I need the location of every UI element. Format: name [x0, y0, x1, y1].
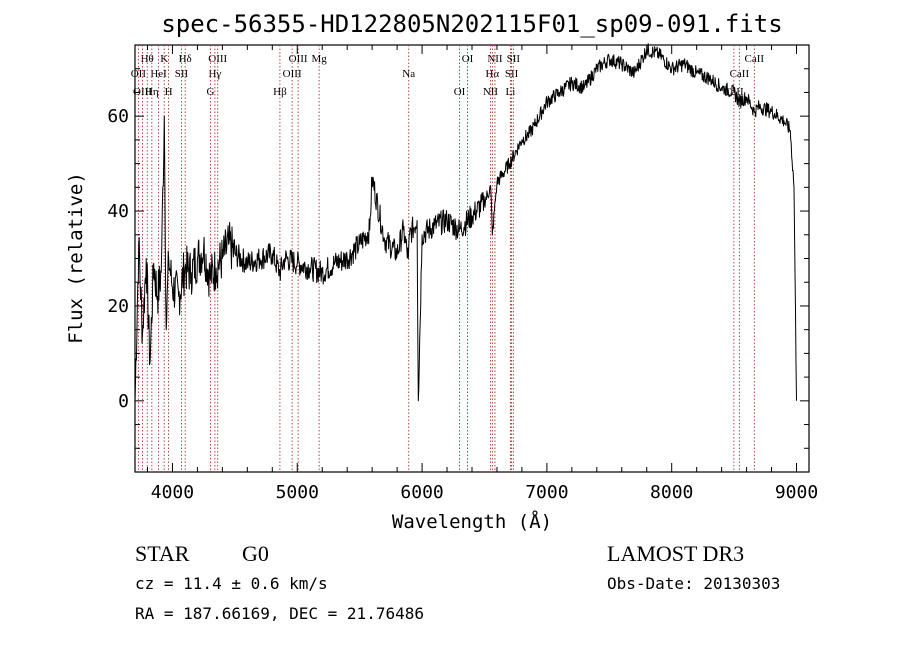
marker-label: NII [483, 86, 499, 98]
ra-dec-coords: RA = 187.66169, DEC = 21.76486 [135, 604, 424, 623]
x-tick-label: 5000 [276, 482, 319, 503]
marker-label: Hθ [141, 53, 154, 65]
object-subclass: G0 [242, 541, 269, 566]
marker-label: Hα [485, 68, 499, 80]
marker-label: G [207, 86, 215, 98]
plot-frame [134, 44, 810, 473]
obs-date: Obs-Date: 20130303 [607, 574, 780, 593]
object-class: STAR [135, 541, 190, 566]
marker-label: Hγ [208, 68, 221, 80]
spectrum-line [134, 43, 797, 402]
marker-label: Hη [145, 86, 159, 98]
marker-label: OIII [289, 53, 308, 65]
marker-label: HeI [150, 68, 167, 80]
chart-title: spec-56355-HD122805N202115F01_sp09-091.f… [161, 10, 782, 38]
marker-label: Hδ [179, 53, 192, 65]
axis-ticks: 4000 5000 6000 7000 8000 9000 0 20 40 60 [107, 45, 818, 503]
marker-label: OIII [133, 86, 152, 98]
marker-label: OII [131, 68, 147, 80]
marker-label: NII [487, 53, 503, 65]
survey-name: LAMOST DR3 [607, 541, 744, 566]
marker-label: Hβ [273, 86, 287, 98]
marker-label: OI [462, 53, 474, 65]
marker-label: SII [175, 68, 189, 80]
y-tick-label: 60 [107, 106, 129, 127]
x-tick-label: 4000 [151, 482, 194, 503]
marker-label: Mg [311, 53, 327, 65]
marker-label: SII [507, 53, 521, 65]
marker-label: Na [402, 68, 415, 80]
emission-line-markers: HθOIIOIIIKHeIHηHδSIIHOIIIHγGOIIIOIIIHβMg… [131, 45, 765, 472]
spectrum-series [134, 43, 797, 402]
marker-label: K [160, 53, 168, 65]
marker-label: SII [505, 68, 519, 80]
x-axis-label: Wavelength (Å) [392, 510, 552, 533]
y-tick-label: 0 [118, 391, 129, 412]
y-tick-label: 40 [107, 201, 129, 222]
y-axis-label: Flux (relative) [65, 172, 87, 344]
marker-label: H [165, 86, 173, 98]
marker-label: OI [454, 86, 466, 98]
x-tick-label: 8000 [650, 482, 693, 503]
x-tick-label: 9000 [775, 482, 818, 503]
x-tick-label: 6000 [400, 482, 443, 503]
redshift-cz: cz = 11.4 ± 0.6 km/s [135, 574, 328, 593]
x-tick-label: 7000 [525, 482, 568, 503]
marker-label: CaII [730, 68, 750, 80]
marker-label: OIII [208, 53, 227, 65]
marker-label: Li [506, 86, 516, 98]
y-tick-label: 20 [107, 296, 129, 317]
marker-label: CaII [745, 53, 765, 65]
marker-label: OIII [283, 68, 302, 80]
